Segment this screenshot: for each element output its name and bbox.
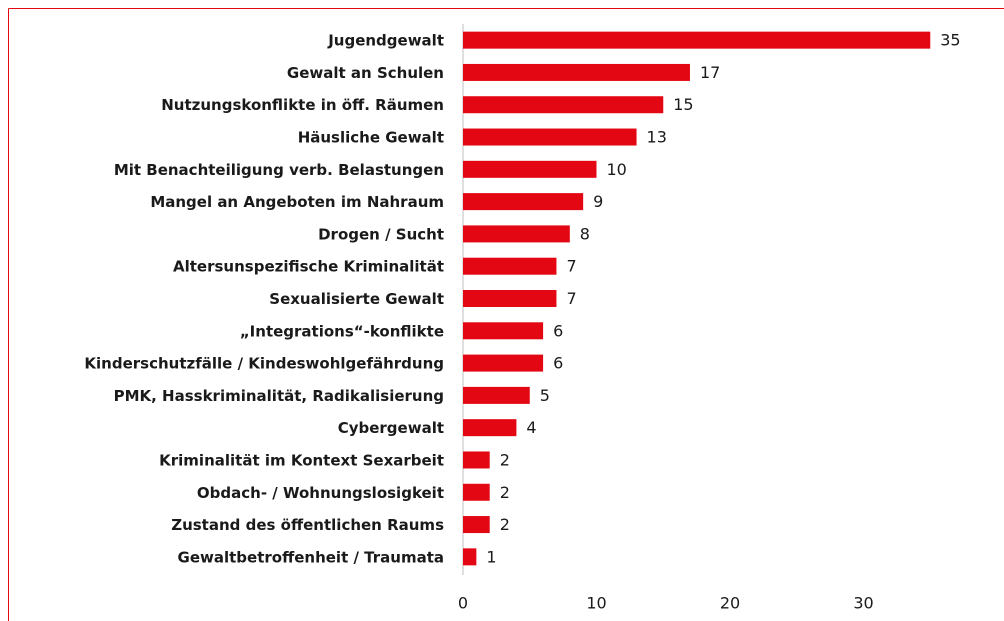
data-label: 10 [607, 160, 627, 179]
x-tick-label: 20 [720, 594, 740, 613]
bar [463, 193, 584, 211]
y-tick-label: Kriminalität im Kontext Sexarbeit [159, 451, 444, 469]
y-tick-label: Sexualisierte Gewalt [269, 290, 444, 308]
y-tick-label: Gewalt an Schulen [287, 64, 444, 82]
bar [463, 354, 544, 372]
bar [463, 516, 490, 534]
bar [463, 128, 637, 146]
bar [463, 96, 664, 114]
bar [463, 290, 557, 307]
y-tick-label: Altersunspezifische Kriminalität [173, 258, 444, 276]
data-label: 5 [540, 386, 550, 405]
bar [463, 548, 477, 566]
data-label: 2 [500, 483, 510, 502]
data-label: 6 [553, 354, 563, 373]
data-label: 7 [566, 257, 576, 276]
bar [463, 31, 931, 49]
bar [463, 257, 557, 275]
data-label: 6 [553, 321, 563, 340]
y-tick-label: Zustand des öffentlichen Raums [171, 516, 444, 534]
data-label: 2 [500, 450, 510, 469]
y-tick-label: Obdach- / Wohnungslosigkeit [197, 484, 444, 502]
y-tick-label: Jugendgewalt [327, 32, 444, 50]
bar [463, 386, 530, 404]
data-label: 13 [647, 128, 667, 147]
bar [463, 63, 690, 81]
bar [463, 451, 490, 469]
bar [463, 225, 570, 243]
bar [463, 483, 490, 501]
bar [463, 322, 544, 340]
y-tick-label: Gewaltbetroffenheit / Traumata [178, 548, 444, 566]
data-label: 35 [940, 31, 960, 50]
y-tick-label: Häusliche Gewalt [298, 129, 444, 147]
bar [463, 419, 517, 437]
y-tick-label: Cybergewalt [338, 419, 444, 437]
y-tick-label: PMK, Hasskriminalität, Radikalisierung [114, 387, 444, 405]
y-tick-label: Kinderschutzfälle / Kindeswohlgefährdung [84, 355, 444, 373]
data-label: 1 [486, 547, 496, 566]
data-label: 15 [673, 95, 693, 114]
y-tick-label: „Integrations“-konflikte [240, 322, 444, 340]
bar [463, 160, 597, 178]
y-tick-label: Mit Benachteiligung verb. Belastungen [114, 161, 444, 179]
y-tick-label: Nutzungskonflikte in öff. Räumen [161, 96, 444, 114]
data-label: 17 [700, 63, 720, 82]
y-tick-label: Mangel an Angeboten im Nahraum [150, 193, 444, 211]
data-label: 7 [566, 289, 576, 308]
x-tick-label: 10 [586, 594, 606, 613]
data-label: 4 [526, 418, 536, 437]
y-tick-label: Drogen / Sucht [318, 225, 444, 243]
data-label: 8 [580, 224, 590, 243]
data-label: 9 [593, 192, 603, 211]
data-label: 2 [500, 515, 510, 534]
x-tick-label: 30 [853, 594, 873, 613]
x-tick-label: 0 [458, 594, 468, 613]
